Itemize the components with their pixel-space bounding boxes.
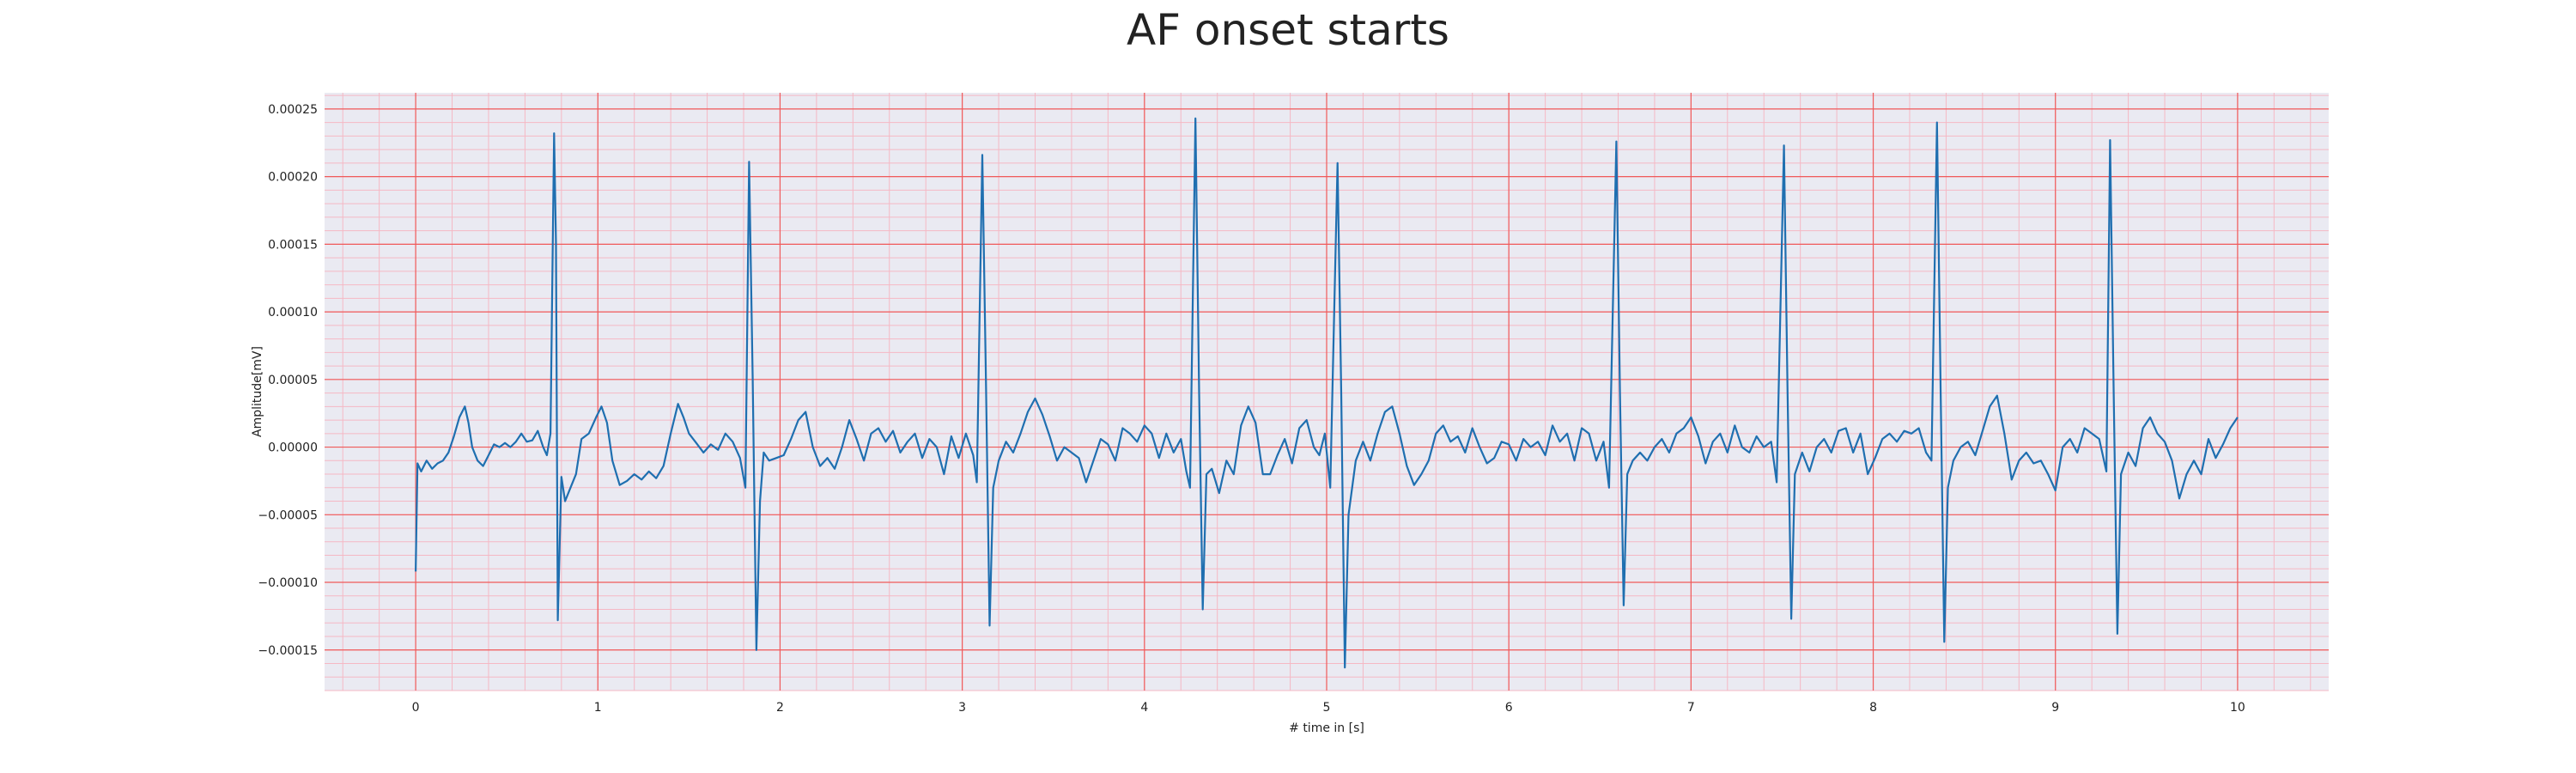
x-tick-label: 4 xyxy=(1140,701,1148,715)
y-tick-label: 0.00000 xyxy=(268,441,318,455)
x-tick-label: 7 xyxy=(1687,701,1695,715)
y-tick-label: 0.00005 xyxy=(268,374,318,387)
x-axis-ticks: 0 1 2 3 4 5 6 7 8 9 10 xyxy=(412,701,2245,715)
y-tick-label: −0.00010 xyxy=(258,576,318,590)
series-layer xyxy=(415,117,2239,669)
y-tick-label: 0.00025 xyxy=(268,103,318,117)
x-tick-label: 3 xyxy=(958,701,966,715)
x-tick-label: 1 xyxy=(594,701,602,715)
major-grid xyxy=(325,93,2329,691)
y-tick-label: −0.00005 xyxy=(258,508,318,522)
x-tick-label: 8 xyxy=(1869,701,1877,715)
x-tick-label: 0 xyxy=(412,701,420,715)
x-tick-label: 5 xyxy=(1323,701,1331,715)
chart-title: AF onset starts xyxy=(1127,5,1449,55)
y-axis-ticks: −0.00015 −0.00010 −0.00005 0.00000 0.00005 0.… xyxy=(258,103,318,658)
x-axis-label: # time in [s] xyxy=(1289,721,1364,735)
y-tick-label: 0.00010 xyxy=(268,306,318,320)
x-tick-label: 6 xyxy=(1505,701,1513,715)
x-tick-label: 9 xyxy=(2051,701,2059,715)
x-tick-label: 2 xyxy=(776,701,784,715)
y-tick-label: 0.00015 xyxy=(268,238,318,252)
ecg-signal-line xyxy=(415,117,2239,669)
y-tick-label: 0.00020 xyxy=(268,171,318,185)
y-axis-label: Amplitude[mV] xyxy=(251,346,264,437)
x-tick-label: 10 xyxy=(2230,701,2245,715)
y-tick-label: −0.00015 xyxy=(258,644,318,658)
